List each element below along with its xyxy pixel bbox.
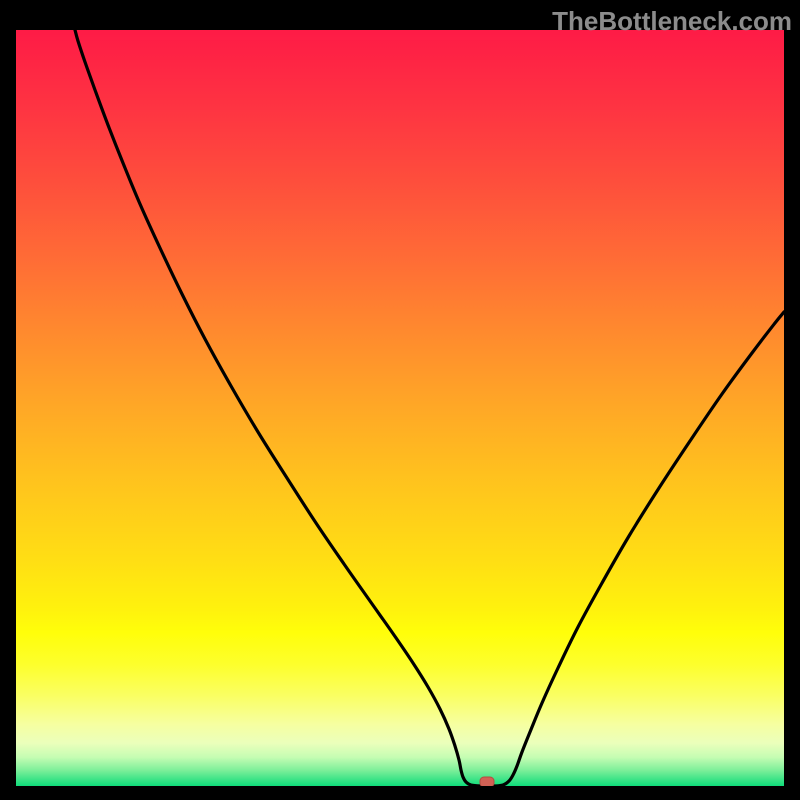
gradient-background (16, 30, 784, 786)
frame-border-left (0, 0, 16, 800)
frame-border-bottom (0, 786, 800, 800)
watermark-text: TheBottleneck.com (552, 6, 792, 37)
frame-border-right (784, 0, 800, 800)
bottleneck-chart (0, 0, 800, 800)
